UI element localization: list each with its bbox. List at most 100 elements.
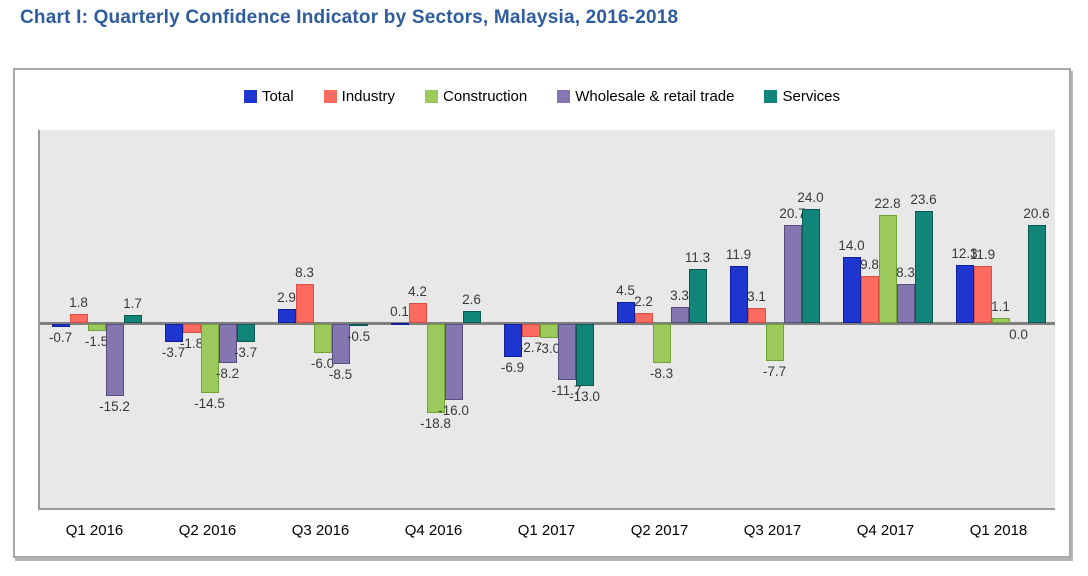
bar-wholesale-retail-trade-q1-2017: [557, 324, 576, 380]
bar-services-q1-2017: [575, 324, 594, 386]
chart-frame: Total Industry Construction Wholesale & ret…: [13, 68, 1071, 558]
bar-wholesale-retail-trade-q4-2017: [896, 283, 915, 323]
bar-industry-q1-2017: [521, 324, 540, 337]
bar-value-label: 1.7: [123, 295, 142, 311]
bar-value-label: 9.8: [860, 257, 879, 273]
bar-value-label: -0.7: [48, 330, 73, 346]
bar-value-label: 0.1: [390, 303, 409, 319]
bar-construction-q1-2018: [991, 317, 1010, 323]
x-tick-label: Q1 2016: [65, 522, 124, 539]
bar-construction-q1-2016: [87, 324, 106, 332]
bar-value-label: 2.9: [277, 290, 296, 306]
bar-value-label: 22.8: [874, 195, 901, 211]
bar-services-q3-2017: [801, 209, 820, 323]
bar-value-label: 11.9: [725, 247, 752, 263]
bar-value-label: 8.3: [295, 264, 314, 280]
bar-construction-q4-2016: [426, 324, 445, 414]
bar-industry-q4-2016: [408, 303, 427, 323]
legend-swatch-icon: [243, 90, 257, 103]
bar-construction-q2-2016: [200, 324, 219, 393]
bar-value-label: -8.5: [328, 367, 353, 383]
bar-value-label: 2.2: [634, 293, 653, 309]
bar-value-label: 12.3: [951, 245, 978, 261]
bar-industry-q3-2016: [295, 283, 314, 323]
bar-industry-q1-2018: [973, 266, 992, 323]
bar-industry-q1-2016: [69, 314, 88, 323]
bar-value-label: 3.1: [747, 289, 766, 305]
legend-item: Wholesale & retail trade: [557, 88, 734, 105]
bar-construction-q3-2017: [765, 324, 784, 361]
legend-item: Industry: [323, 88, 396, 105]
bar-services-q2-2016: [236, 324, 255, 342]
bar-value-label: -8.3: [649, 366, 674, 382]
legend-label: Industry: [341, 88, 396, 105]
bar-total-q1-2018: [955, 264, 974, 323]
legend-item: Total: [243, 88, 294, 105]
legend-swatch-icon: [557, 90, 571, 103]
bar-construction-q2-2017: [652, 324, 671, 364]
x-axis-labels: Q1 2016 Q2 2016 Q3 2016 Q4 2016 Q1 2017 Q2 20…: [38, 522, 1055, 544]
bar-value-label: -11.7: [551, 382, 582, 398]
bar-total-q4-2016: [390, 322, 409, 325]
bar-value-label: 11.3: [684, 250, 711, 266]
bar-value-label: -3.7: [233, 344, 258, 360]
bar-wholesale-retail-trade-q4-2016: [444, 324, 463, 400]
x-tick-label: Q2 2016: [178, 522, 237, 539]
bar-value-label: 4.5: [616, 282, 635, 298]
bar-total-q1-2017: [503, 324, 522, 357]
legend-swatch-icon: [323, 90, 337, 103]
plot-area: -0.7 1.8 -1.5 -15.2 1.7 -3.7 -1.8 -14.5 -8.2 -3.7…: [38, 130, 1055, 510]
bar-value-label: 2.6: [462, 291, 481, 307]
bar-value-label: -1.8: [179, 335, 204, 351]
bar-industry-q2-2016: [182, 324, 201, 333]
bar-total-q2-2017: [616, 301, 635, 323]
bar-services-q3-2016: [349, 324, 368, 327]
x-tick-label: Q3 2017: [743, 522, 802, 539]
bar-value-label: 3.3: [670, 288, 689, 304]
bar-value-label: 11.9: [969, 247, 996, 263]
bar-value-label: 24.0: [797, 190, 824, 205]
legend-label: Services: [782, 88, 841, 105]
x-tick-label: Q1 2018: [969, 522, 1028, 539]
x-tick-label: Q3 2016: [291, 522, 350, 539]
bar-value-label: 23.6: [910, 191, 937, 207]
bar-total-q4-2017: [842, 256, 861, 323]
bar-value-label: -2.7: [518, 339, 543, 355]
x-tick-label: Q2 2017: [630, 522, 689, 539]
bar-services-q2-2017: [688, 269, 707, 323]
bar-total-q2-2016: [164, 324, 183, 342]
bar-value-label: -16.0: [438, 403, 469, 418]
bar-value-label: -13.0: [569, 388, 600, 404]
bar-services-q1-2016: [123, 314, 142, 323]
bar-value-label: -6.9: [500, 359, 525, 375]
bar-value-label: -3.7: [161, 344, 186, 360]
bar-value-label: 4.2: [408, 284, 427, 300]
bar-services-q4-2016: [462, 310, 481, 323]
legend-item: Construction: [425, 88, 527, 105]
bar-value-label: -14.5: [194, 395, 225, 411]
bar-wholesale-retail-trade-q1-2016: [105, 324, 124, 397]
legend-label: Construction: [443, 88, 528, 105]
bar-value-label: 1.1: [991, 298, 1010, 314]
x-tick-label: Q4 2016: [404, 522, 463, 539]
chart-legend: Total Industry Construction Wholesale & ret…: [15, 88, 1069, 105]
bar-wholesale-retail-trade-q3-2016: [331, 324, 350, 365]
x-axis-line: [40, 322, 1055, 325]
bar-value-label: 8.3: [896, 264, 915, 280]
bar-value-label: -7.7: [762, 363, 787, 379]
bar-value-label: 20.6: [1023, 206, 1050, 222]
legend-swatch-icon: [764, 90, 778, 103]
bar-value-label: -8.2: [215, 365, 240, 381]
bar-construction-q3-2016: [313, 324, 332, 353]
bar-value-label: 0.0: [1009, 327, 1028, 342]
bar-wholesale-retail-trade-q2-2016: [218, 324, 237, 363]
bar-value-label: -1.5: [84, 334, 109, 350]
bar-industry-q4-2017: [860, 276, 879, 323]
bar-value-label: -18.8: [420, 416, 451, 432]
legend-label: Wholesale & retail trade: [575, 88, 735, 105]
legend-swatch-icon: [425, 90, 439, 103]
bar-value-label: 14.0: [838, 237, 865, 253]
legend-label: Total: [261, 88, 294, 105]
bar-value-label: -0.5: [346, 329, 371, 345]
